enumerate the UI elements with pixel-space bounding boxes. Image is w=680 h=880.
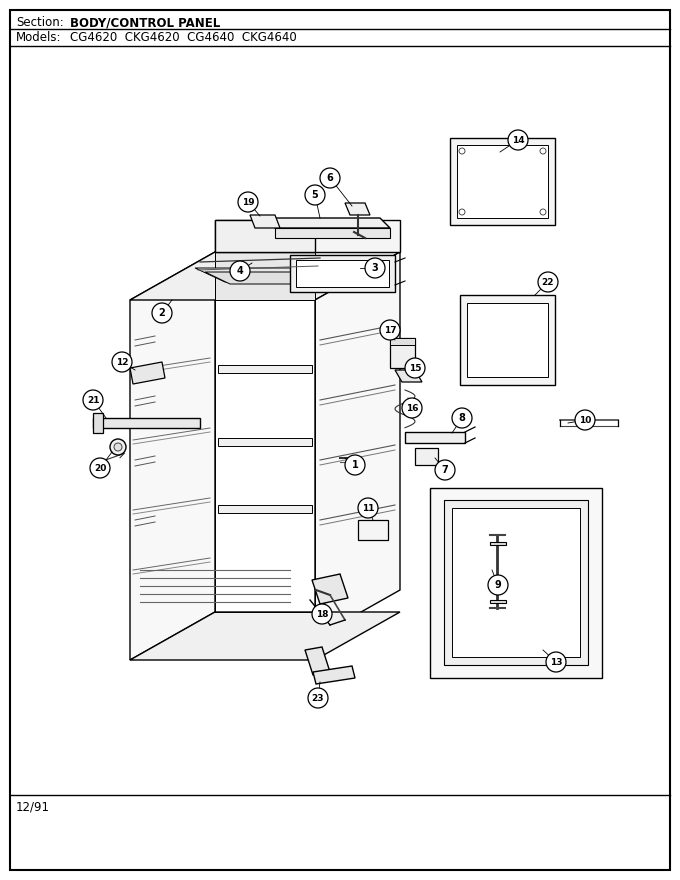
Text: 16: 16 — [406, 404, 418, 413]
Polygon shape — [130, 252, 215, 660]
Circle shape — [238, 192, 258, 212]
Circle shape — [538, 272, 558, 292]
Text: 3: 3 — [372, 263, 378, 273]
Polygon shape — [130, 612, 400, 660]
Text: 18: 18 — [316, 610, 328, 619]
Text: BODY/CONTROL PANEL: BODY/CONTROL PANEL — [70, 16, 220, 29]
Polygon shape — [390, 338, 415, 368]
Text: 23: 23 — [311, 693, 324, 702]
Polygon shape — [490, 542, 506, 545]
Polygon shape — [345, 203, 370, 215]
Text: Section:: Section: — [16, 16, 64, 29]
Polygon shape — [215, 252, 315, 300]
Circle shape — [540, 209, 546, 215]
Text: 2: 2 — [158, 308, 165, 318]
Polygon shape — [250, 215, 280, 228]
Text: 7: 7 — [441, 465, 448, 475]
Polygon shape — [312, 574, 348, 604]
Polygon shape — [205, 272, 335, 284]
Text: 21: 21 — [87, 395, 99, 405]
Polygon shape — [460, 295, 555, 385]
Text: 14: 14 — [511, 136, 524, 144]
Circle shape — [112, 352, 132, 372]
Circle shape — [110, 439, 126, 455]
Circle shape — [575, 410, 595, 430]
Text: 20: 20 — [94, 464, 106, 473]
Polygon shape — [130, 362, 165, 384]
Text: 12: 12 — [116, 357, 129, 366]
Circle shape — [358, 498, 378, 518]
Text: CG4620  CKG4620  CG4640  CKG4640: CG4620 CKG4620 CG4640 CKG4640 — [70, 31, 296, 44]
Polygon shape — [275, 228, 390, 238]
Circle shape — [380, 320, 400, 340]
Polygon shape — [444, 500, 588, 665]
Text: 13: 13 — [549, 657, 562, 666]
Polygon shape — [218, 365, 312, 373]
Text: 5: 5 — [311, 190, 318, 200]
Polygon shape — [296, 260, 389, 287]
Circle shape — [345, 455, 365, 475]
Text: 15: 15 — [409, 363, 421, 372]
Polygon shape — [218, 438, 312, 446]
Text: 1: 1 — [352, 460, 358, 470]
Text: 8: 8 — [458, 413, 465, 423]
Circle shape — [405, 358, 425, 378]
Circle shape — [83, 390, 103, 410]
Polygon shape — [358, 520, 388, 540]
Circle shape — [365, 258, 385, 278]
Circle shape — [435, 460, 455, 480]
Text: 11: 11 — [362, 503, 374, 512]
Polygon shape — [218, 505, 312, 513]
Polygon shape — [195, 268, 345, 282]
Polygon shape — [93, 418, 200, 428]
Circle shape — [305, 185, 325, 205]
Text: 4: 4 — [237, 266, 243, 276]
Polygon shape — [215, 220, 315, 252]
Polygon shape — [265, 218, 390, 228]
Text: 19: 19 — [241, 197, 254, 207]
Circle shape — [152, 303, 172, 323]
Circle shape — [459, 148, 465, 154]
Circle shape — [488, 575, 508, 595]
Circle shape — [546, 652, 566, 672]
Polygon shape — [313, 666, 355, 684]
Circle shape — [452, 408, 472, 428]
Text: 10: 10 — [579, 415, 591, 424]
Circle shape — [508, 130, 528, 150]
Polygon shape — [315, 252, 400, 638]
Text: Models:: Models: — [16, 31, 61, 44]
Polygon shape — [130, 252, 400, 300]
Polygon shape — [215, 220, 400, 252]
Polygon shape — [93, 413, 103, 433]
Polygon shape — [305, 647, 330, 675]
Text: 22: 22 — [542, 277, 554, 287]
Polygon shape — [405, 432, 465, 443]
Polygon shape — [490, 600, 506, 603]
Circle shape — [540, 148, 546, 154]
Circle shape — [312, 604, 332, 624]
Polygon shape — [452, 508, 580, 657]
Polygon shape — [395, 370, 422, 382]
Text: 9: 9 — [494, 580, 501, 590]
Polygon shape — [415, 448, 438, 465]
Polygon shape — [290, 255, 395, 292]
Polygon shape — [390, 338, 415, 345]
Text: 12/91: 12/91 — [16, 800, 50, 813]
Circle shape — [114, 443, 122, 451]
Text: 17: 17 — [384, 326, 396, 334]
Circle shape — [402, 398, 422, 418]
Circle shape — [90, 458, 110, 478]
Text: 6: 6 — [326, 173, 333, 183]
Polygon shape — [450, 138, 555, 225]
Circle shape — [308, 688, 328, 708]
Polygon shape — [430, 488, 602, 678]
Polygon shape — [467, 303, 548, 377]
Polygon shape — [457, 145, 548, 218]
Circle shape — [459, 209, 465, 215]
Circle shape — [230, 261, 250, 281]
Circle shape — [320, 168, 340, 188]
